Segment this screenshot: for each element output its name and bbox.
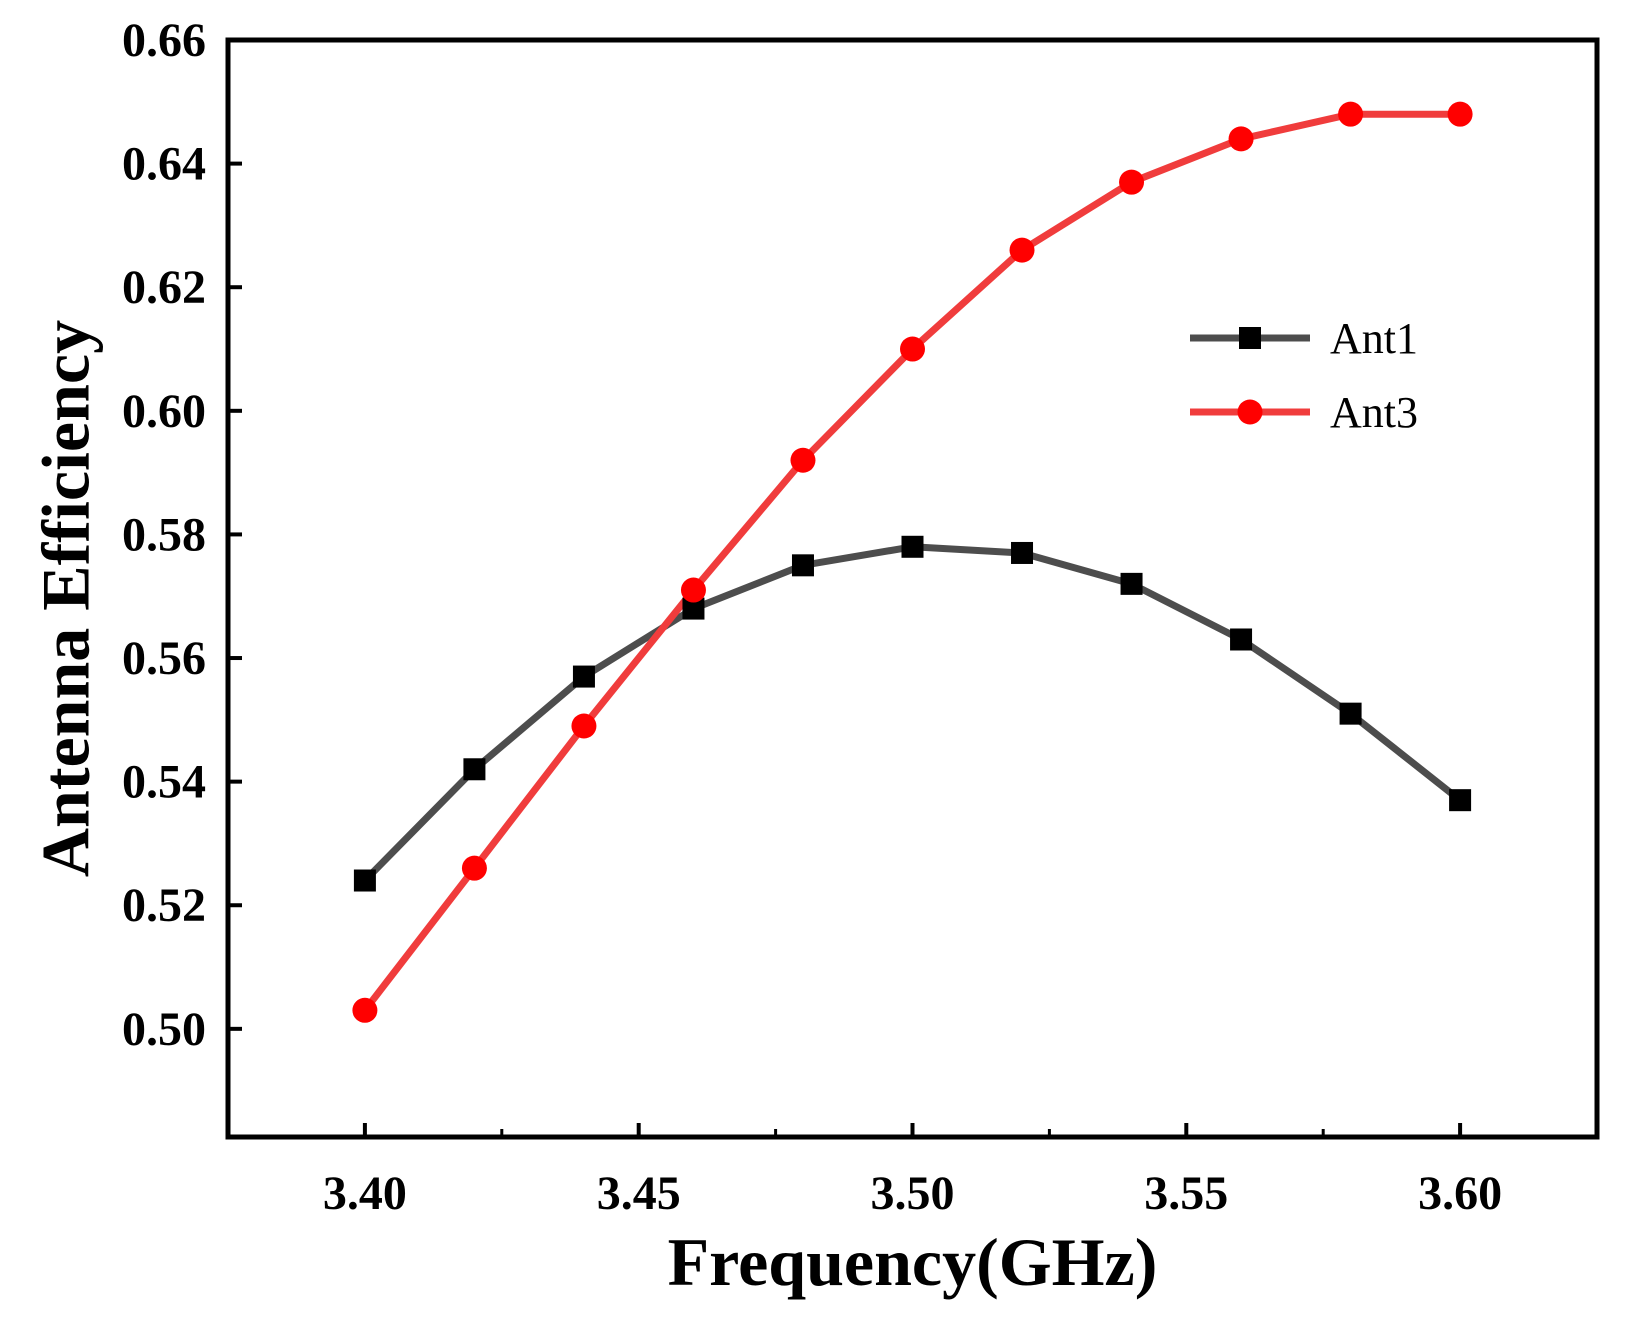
data-point-ant3	[790, 447, 816, 473]
series-markers-ant3	[352, 101, 1473, 1023]
data-point-ant1	[901, 535, 924, 558]
y-tick-label: 0.66	[122, 14, 206, 67]
x-tick-label: 3.55	[1144, 1167, 1228, 1220]
legend: Ant1 Ant3	[1190, 314, 1418, 437]
data-point-ant3	[461, 855, 487, 881]
data-point-ant3	[1338, 101, 1364, 127]
y-tick-label: 0.52	[122, 879, 206, 932]
y-tick-label: 0.54	[122, 756, 206, 809]
data-point-ant1	[1120, 572, 1143, 595]
data-point-ant1	[572, 665, 595, 688]
data-point-ant3	[352, 997, 378, 1023]
data-point-ant1	[682, 597, 705, 620]
y-tick-label: 0.60	[122, 385, 206, 438]
y-tick-label: 0.56	[122, 632, 206, 685]
series-line-ant1	[361, 543, 1464, 884]
x-tick-label: 3.60	[1418, 1167, 1502, 1220]
y-tick-label: 0.50	[122, 1003, 206, 1056]
data-point-ant3	[1119, 169, 1145, 195]
x-axis-title: Frequency(GHz)	[668, 1224, 1158, 1300]
legend-marker	[1239, 327, 1261, 349]
legend-label: Ant3	[1330, 388, 1418, 437]
x-tick-label: 3.40	[323, 1167, 407, 1220]
data-point-ant1	[1011, 541, 1034, 564]
data-point-ant1	[1339, 702, 1362, 725]
series-line-ant3	[361, 110, 1464, 1014]
data-point-ant3	[900, 336, 925, 362]
data-point-ant3	[571, 713, 597, 739]
x-tick-label: 3.45	[597, 1167, 681, 1220]
data-point-ant3	[1009, 237, 1035, 263]
data-point-ant1	[1449, 789, 1472, 812]
series-markers-ant1	[353, 535, 1472, 892]
data-point-ant1	[353, 869, 376, 892]
legend-item-ant1: Ant1	[1190, 314, 1418, 363]
y-tick-label: 0.62	[122, 261, 206, 314]
legend-marker	[1237, 399, 1263, 425]
data-point-ant3	[1228, 126, 1254, 152]
x-tick-label: 3.50	[871, 1167, 955, 1220]
legend-label: Ant1	[1330, 314, 1418, 363]
data-point-ant1	[791, 554, 814, 577]
y-tick-label: 0.64	[122, 138, 206, 191]
y-axis-title: Antenna Efficiency	[28, 320, 104, 877]
plot-frame	[225, 37, 1600, 1140]
data-point-ant1	[463, 758, 486, 781]
data-point-ant1	[1230, 628, 1253, 651]
data-point-ant3	[680, 577, 706, 603]
data-point-ant3	[1447, 101, 1473, 127]
legend-item-ant3: Ant3	[1190, 388, 1418, 437]
y-tick-label: 0.58	[122, 508, 206, 561]
